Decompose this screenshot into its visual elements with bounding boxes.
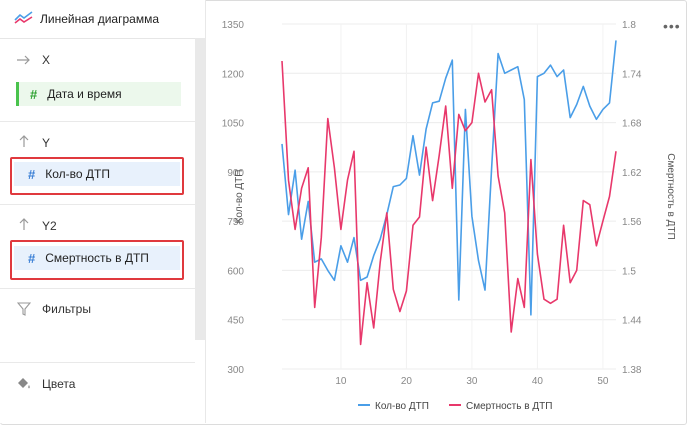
- arrow-up-icon: [19, 218, 29, 230]
- chart-area: 300 450 600 750 900 1050 1200 1350 1.38 1.44 1.5 1.…: [206, 0, 685, 423]
- y-tick-label: 1050: [222, 119, 245, 130]
- series-line: [281, 40, 617, 316]
- x-tick-label: 40: [532, 376, 544, 387]
- line-chart: 3004506007509001050120013501.381.441.51.…: [222, 20, 676, 412]
- divider: [0, 288, 195, 289]
- y2-tick-label: 1.44: [622, 316, 642, 327]
- x-tick-label: 10: [335, 376, 347, 387]
- highlight-box: [10, 157, 184, 195]
- filter-icon: [17, 302, 31, 316]
- hash-icon: #: [28, 250, 36, 266]
- x-field-chip[interactable]: # Дата и время: [16, 82, 181, 106]
- y2-tick-label: 1.62: [622, 168, 642, 179]
- y-tick-label: 600: [227, 266, 244, 277]
- hash-icon: #: [28, 166, 36, 182]
- chart-type-selector[interactable]: Линейная диаграмма: [0, 0, 205, 39]
- y-tick-label: 1350: [222, 20, 245, 31]
- divider: [0, 362, 195, 363]
- section-y2-label: Y2: [42, 219, 57, 233]
- chart-type-title: Линейная диаграмма: [40, 12, 159, 26]
- legend-label: Смертность в ДТП: [466, 401, 552, 412]
- section-x-label: X: [42, 53, 51, 67]
- y2-axis-title: Смертность в ДТП: [665, 153, 676, 239]
- y2-field-label: Смертность в ДТП: [45, 251, 149, 265]
- y-tick-label: 900: [227, 168, 244, 179]
- y2-tick-label: 1.68: [622, 119, 642, 130]
- y-tick-label: 750: [227, 217, 244, 228]
- divider: [0, 121, 195, 122]
- section-y-label: Y: [42, 136, 51, 150]
- colors-label[interactable]: Цвета: [42, 377, 76, 391]
- y-tick-label: 300: [227, 365, 244, 376]
- x-field-label: Дата и время: [47, 87, 122, 101]
- y-tick-label: 1200: [222, 69, 245, 80]
- sidebar-scrollbar[interactable]: [195, 38, 205, 340]
- line-chart-icon: [14, 11, 33, 24]
- arrow-right-icon: [17, 55, 30, 65]
- y-axis-title: Кол-во ДТП: [234, 170, 245, 224]
- x-tick-label: 50: [597, 376, 609, 387]
- y-field-label: Кол-во ДТП: [45, 167, 110, 181]
- x-tick-label: 20: [401, 376, 413, 387]
- arrow-up-icon: [19, 135, 29, 147]
- series-line: [281, 60, 617, 346]
- hash-icon: #: [30, 86, 38, 102]
- sidebar: Линейная диаграмма X # Дата и время Y # …: [0, 0, 206, 423]
- y2-field-chip[interactable]: # Смертность в ДТП: [14, 246, 180, 270]
- x-tick-label: 30: [466, 376, 478, 387]
- paint-bucket-icon: [18, 378, 30, 389]
- y2-tick-label: 1.5: [622, 266, 636, 277]
- legend-label: Кол-во ДТП: [375, 401, 429, 412]
- highlight-box: [10, 240, 184, 280]
- divider: [0, 204, 195, 205]
- filters-label[interactable]: Фильтры: [42, 302, 91, 316]
- y2-tick-label: 1.74: [622, 69, 642, 80]
- y-field-chip[interactable]: # Кол-во ДТП: [14, 162, 180, 186]
- y2-tick-label: 1.8: [622, 20, 636, 31]
- y-tick-label: 450: [227, 316, 244, 327]
- more-options-icon[interactable]: •••: [663, 18, 681, 34]
- y2-tick-label: 1.56: [622, 217, 642, 228]
- y2-tick-label: 1.38: [622, 365, 642, 376]
